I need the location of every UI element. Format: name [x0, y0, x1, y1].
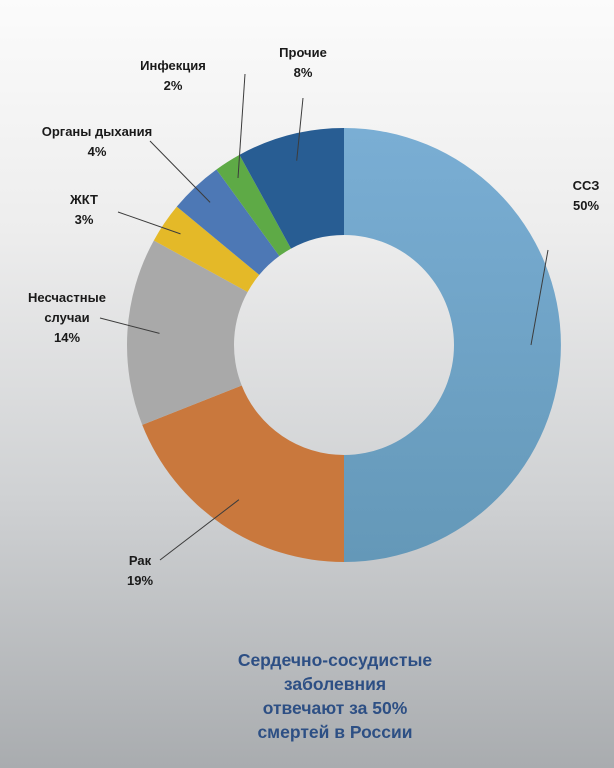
slice-label: Рак 19% [127, 553, 153, 588]
leader-line [530, 249, 549, 346]
donut-slice [344, 128, 561, 562]
slice-label: Несчастные случаи 14% [28, 290, 106, 345]
slice-label: Инфекция 2% [140, 58, 206, 93]
donut-slice [142, 385, 344, 562]
leader-line [117, 211, 181, 235]
donut-slice [176, 169, 280, 275]
caption-line: отвечают за 50% [262, 698, 408, 718]
caption-line: Сердечно-сосудистые [237, 650, 433, 670]
slice-label: ССЗ 50% [573, 178, 600, 213]
leader-line [159, 499, 240, 561]
leader-line [99, 317, 160, 334]
caption: Сердечно-сосудистые заболевния отвечают … [170, 648, 500, 744]
caption-line: заболевния [283, 674, 387, 694]
donut-slice [216, 154, 292, 257]
slice-label: ЖКТ 3% [69, 192, 98, 227]
slice-label: Органы дыхания 4% [42, 124, 153, 159]
leader-line [149, 140, 211, 203]
caption-line: смертей в России [257, 722, 413, 742]
leader-line [296, 97, 304, 161]
slice-label: Прочие 8% [279, 45, 327, 80]
donut-slice [153, 206, 260, 293]
donut-slice [239, 128, 344, 249]
leader-line [237, 73, 246, 179]
donut-chart: ССЗ 50% Рак 19% Несчастные случаи 14% ЖКТ 3% Орга… [28, 45, 600, 588]
donut-slice [127, 240, 248, 425]
